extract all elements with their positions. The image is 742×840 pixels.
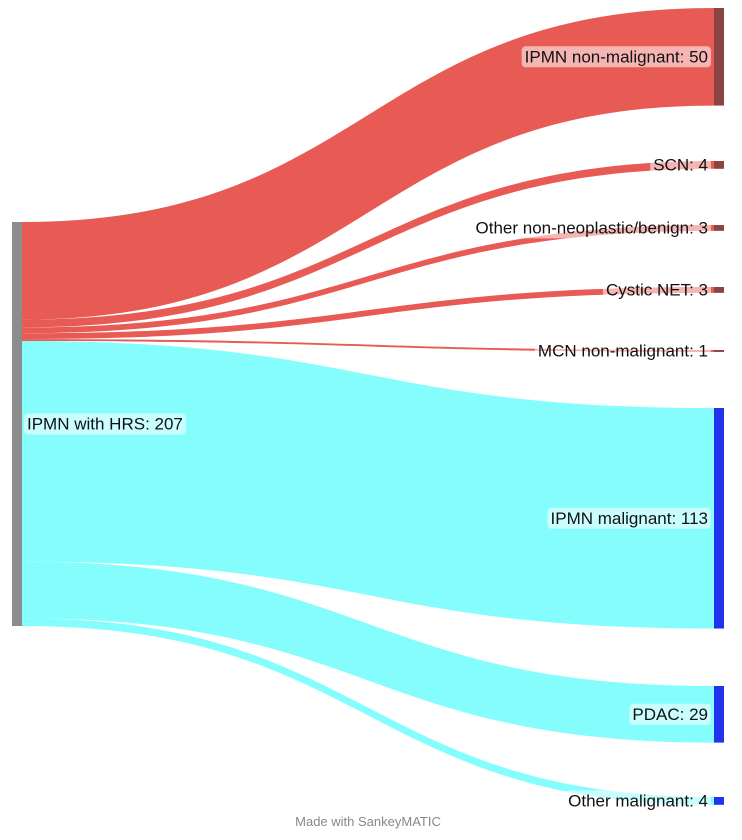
flow-other-non-neoplastic-benign (22, 225, 714, 334)
flow-scn (22, 161, 714, 328)
node-other-non-neoplastic-benign (714, 225, 724, 231)
node-ipmn-malignant (714, 408, 724, 629)
label-ipmn-non-malignant-text: IPMN non-malignant: 50 (525, 47, 708, 66)
node-cystic-net (714, 287, 724, 293)
label-cystic-net-background (602, 279, 711, 301)
label-cystic-net-text: Cystic NET: 3 (606, 280, 708, 299)
label-scn: SCN: 4 (650, 154, 711, 176)
node-source-ipmn-with-hrs (12, 222, 22, 626)
label-other-malignant-text: Other malignant: 4 (568, 791, 708, 810)
label-other-non-neoplastic-benign-text: Other non-neoplastic/benign: 3 (476, 218, 709, 237)
flow-ipmn-malignant (22, 341, 714, 629)
label-ipmn-malignant-background (547, 507, 711, 529)
label-mcn-non-malignant-background (534, 340, 711, 362)
flow-group (22, 8, 714, 805)
label-mcn-non-malignant-text: MCN non-malignant: 1 (538, 341, 708, 360)
credit-text: Made with SankeyMATIC (295, 814, 441, 829)
label-ipmn-malignant-text: IPMN malignant: 113 (551, 509, 708, 528)
node-mcn-non-malignant (714, 350, 724, 352)
label-other-non-neoplastic-benign: Other non-neoplastic/benign: 3 (472, 217, 711, 239)
label-group: IPMN with HRS: 207 IPMN non-malignant: 50… (24, 46, 711, 812)
flow-other-malignant (22, 618, 714, 805)
label-other-malignant: Other malignant: 4 (565, 790, 711, 812)
flow-ipmn-non-malignant (22, 8, 714, 320)
label-pdac: PDAC: 29 (629, 703, 711, 725)
label-other-non-neoplastic-benign-background (472, 217, 711, 239)
label-source-ipmn-with-hrs-background (24, 413, 186, 435)
label-mcn-non-malignant: MCN non-malignant: 1 (534, 340, 711, 362)
flow-pdac (22, 561, 714, 743)
label-cystic-net: Cystic NET: 3 (602, 279, 711, 301)
label-ipmn-malignant: IPMN malignant: 113 (547, 507, 711, 529)
label-scn-text: SCN: 4 (653, 155, 708, 174)
node-other-malignant (714, 797, 724, 805)
label-source-ipmn-with-hrs: IPMN with HRS: 207 (24, 413, 186, 435)
label-pdac-text: PDAC: 29 (632, 705, 708, 724)
label-pdac-background (629, 703, 711, 725)
flow-mcn-non-malignant (22, 339, 714, 352)
node-scn (714, 161, 724, 169)
label-source-ipmn-with-hrs-text: IPMN with HRS: 207 (27, 415, 183, 434)
label-scn-background (650, 154, 711, 176)
label-other-malignant-background (565, 790, 711, 812)
label-ipmn-non-malignant-background (521, 46, 711, 68)
node-group (12, 8, 724, 805)
node-pdac (714, 686, 724, 743)
node-ipmn-non-malignant (714, 8, 724, 106)
label-ipmn-non-malignant: IPMN non-malignant: 50 (521, 46, 711, 68)
flow-cystic-net (22, 287, 714, 340)
